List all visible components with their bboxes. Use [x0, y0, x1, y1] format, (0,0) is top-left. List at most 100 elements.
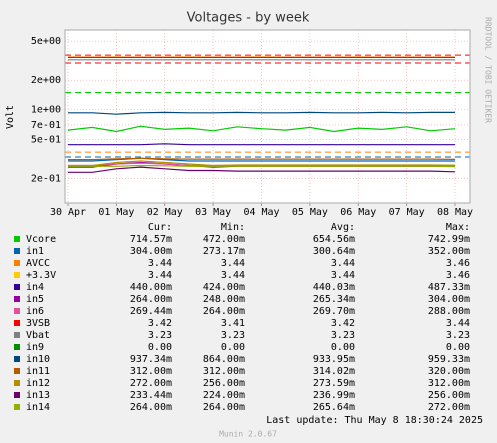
stat-value: 3.44 [331, 270, 355, 281]
stat-value: 269.70m [313, 306, 355, 317]
legend-swatch [14, 296, 20, 302]
legend-label: in9 [26, 342, 44, 353]
legend-label: Vcore [26, 234, 56, 245]
legend-label: in11 [26, 366, 50, 377]
x-tick-label: 03 May [195, 207, 231, 218]
legend-label: AVCC [26, 258, 50, 269]
stat-value: 265.34m [313, 294, 355, 305]
legend-swatch [14, 272, 20, 278]
stat-value: 440.00m [130, 282, 172, 293]
series-line [68, 160, 456, 167]
series-line [67, 125, 456, 133]
chart-title: Voltages - by week [187, 11, 310, 26]
legend-swatch [14, 380, 20, 386]
stat-value: 300.64m [313, 246, 355, 257]
legend-swatch [14, 368, 20, 374]
stat-value: 487.33m [428, 282, 470, 293]
stat-value: 264.00m [130, 294, 172, 305]
stat-value: 3.23 [331, 330, 355, 341]
stat-value: 312.00m [203, 366, 245, 377]
stat-header: Cur: [148, 222, 172, 233]
legend-label: 3VSB [26, 318, 50, 329]
stat-value: 269.44m [130, 306, 172, 317]
stat-value: 472.00m [203, 234, 245, 245]
stat-value: 0.00 [331, 342, 355, 353]
y-axis-label: Volt [5, 105, 16, 129]
series-line [68, 143, 455, 146]
legend-label: Vbat [26, 330, 50, 341]
stat-value: 248.00m [203, 294, 245, 305]
legend-label: in14 [26, 402, 50, 413]
stat-value: 3.23 [148, 330, 172, 341]
stat-value: 288.00m [428, 306, 470, 317]
series-line [68, 157, 456, 161]
stat-value: 264.00m [130, 402, 172, 413]
legend-label: in1 [26, 246, 44, 257]
stat-value: 273.17m [203, 246, 245, 257]
series-line [68, 164, 456, 168]
legend-swatch [14, 308, 20, 314]
stat-value: 224.00m [203, 390, 245, 401]
stat-value: 272.00m [428, 402, 470, 413]
legend-swatch [14, 332, 20, 338]
stat-value: 3.44 [331, 258, 355, 269]
stat-value: 864.00m [203, 354, 245, 365]
stat-value: 352.00m [428, 246, 470, 257]
x-tick-label: 02 May [147, 207, 183, 218]
legend-label: in10 [26, 354, 50, 365]
legend-swatch [14, 320, 20, 326]
legend-swatch [14, 404, 20, 410]
stat-value: 314.02m [313, 366, 355, 377]
series-line [68, 166, 456, 173]
stat-value: 304.00m [428, 294, 470, 305]
legend-label: in5 [26, 294, 44, 305]
y-tick-label: 2e+00 [31, 75, 61, 86]
stat-value: 264.00m [203, 402, 245, 413]
stat-header: Min: [221, 222, 245, 233]
stat-value: 0.00 [446, 342, 470, 353]
legend-label: +3.3V [26, 270, 56, 281]
stat-value: 3.44 [221, 270, 245, 281]
legend-swatch [14, 392, 20, 398]
x-tick-label: 06 May [340, 207, 376, 218]
stat-value: 959.33m [428, 354, 470, 365]
x-tick-label: 01 May [98, 207, 134, 218]
x-tick-label: 07 May [389, 207, 425, 218]
stat-value: 233.44m [130, 390, 172, 401]
stat-value: 3.42 [148, 318, 172, 329]
stat-value: 264.00m [203, 306, 245, 317]
stat-value: 3.46 [446, 258, 470, 269]
plot-area [65, 30, 470, 203]
stat-value: 256.00m [428, 390, 470, 401]
credit: Munin 2.0.67 [219, 430, 277, 439]
legend-swatch [14, 344, 20, 350]
y-tick-label: 2e-01 [31, 173, 61, 184]
series-line [68, 111, 455, 115]
stat-value: 937.34m [130, 354, 172, 365]
y-tick-label: 5e+00 [31, 36, 61, 47]
stat-value: 3.46 [446, 270, 470, 281]
x-tick-label: 05 May [292, 207, 328, 218]
x-tick-label: 08 May [437, 207, 473, 218]
stat-value: 312.00m [428, 378, 470, 389]
plot-frame [64, 29, 471, 204]
stat-value: 3.44 [446, 318, 470, 329]
stat-value: 714.57m [130, 234, 172, 245]
stat-value: 312.00m [130, 366, 172, 377]
y-tick-label: 7e-01 [31, 120, 61, 131]
stat-header: Avg: [331, 222, 355, 233]
legend-label: in4 [26, 282, 44, 293]
legend-swatch [14, 248, 20, 254]
stat-value: 304.00m [130, 246, 172, 257]
stat-value: 0.00 [148, 342, 172, 353]
stat-value: 0.00 [221, 342, 245, 353]
stat-value: 424.00m [203, 282, 245, 293]
y-tick-label: 1e+00 [31, 105, 61, 116]
y-tick-label: 5e-01 [31, 134, 61, 145]
legend-label: in6 [26, 306, 44, 317]
stat-value: 273.59m [313, 378, 355, 389]
stat-value: 654.56m [313, 234, 355, 245]
legend-swatch [14, 260, 20, 266]
x-tick-label: 04 May [243, 207, 279, 218]
